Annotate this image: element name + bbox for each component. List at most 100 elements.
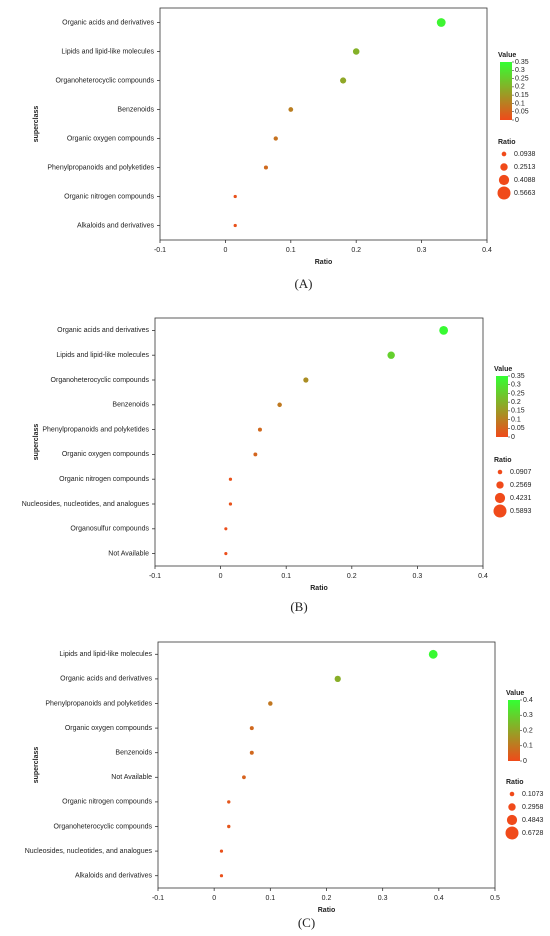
dot xyxy=(242,775,246,780)
size-legend-title: Ratio xyxy=(494,457,512,464)
dot xyxy=(352,48,360,55)
y-tick-label: Organic nitrogen compounds xyxy=(59,476,149,483)
colorbar-tick-label: 0 xyxy=(523,758,527,765)
y-axis-label: superclass xyxy=(33,747,40,784)
dot xyxy=(439,326,449,335)
x-tick-label: 0 xyxy=(212,895,216,902)
y-tick-label: Alkaloids and derivatives xyxy=(75,873,153,880)
x-axis-label: Ratio xyxy=(318,907,336,914)
dot xyxy=(219,874,224,878)
dot xyxy=(224,527,228,531)
colorbar-title: Value xyxy=(506,690,524,697)
y-tick-label: Phenylpropanoids and polyketides xyxy=(45,700,152,707)
size-legend-dot xyxy=(493,504,507,518)
x-tick-label: -0.1 xyxy=(149,573,161,580)
dot xyxy=(436,18,446,27)
colorbar-tick-label: 0.05 xyxy=(511,425,525,432)
size-legend-label: 0.4231 xyxy=(510,495,532,502)
size-legend-label: 0.4088 xyxy=(514,177,536,184)
x-tick-label: 0.4 xyxy=(482,247,492,254)
dot xyxy=(277,402,282,408)
dot xyxy=(249,726,254,731)
size-legend-dot xyxy=(509,791,515,797)
size-legend-dot xyxy=(501,151,507,157)
size-legend-dot xyxy=(497,186,511,200)
x-tick-label: -0.1 xyxy=(154,247,166,254)
x-tick-label: 0.4 xyxy=(478,573,488,580)
size-legend-label: 0.5893 xyxy=(510,508,532,515)
colorbar-tick-label: 0.2 xyxy=(511,399,521,406)
colorbar-tick-label: 0.1 xyxy=(511,416,521,423)
y-tick-label: Lipids and lipid-like molecules xyxy=(56,352,149,359)
y-tick-label: Organic acids and derivatives xyxy=(57,327,149,334)
size-legend-dot xyxy=(505,826,519,840)
y-tick-label: Lipids and lipid-like molecules xyxy=(61,48,154,55)
size-legend-dot xyxy=(498,174,510,186)
y-tick-label: Lipids and lipid-like molecules xyxy=(59,651,152,658)
x-axis-label: Ratio xyxy=(310,585,328,592)
x-tick-label: 0 xyxy=(223,247,227,254)
colorbar-tick-label: 0.05 xyxy=(515,109,529,116)
plot-frame xyxy=(159,7,488,241)
colorbar-tick-label: 0 xyxy=(515,117,519,124)
size-legend-label: 0.0938 xyxy=(514,151,536,158)
y-tick-label: Alkaloids and derivatives xyxy=(77,222,155,229)
x-tick-label: 0.5 xyxy=(490,895,500,902)
plot-frame xyxy=(154,317,484,567)
size-legend-dot xyxy=(500,163,508,171)
colorbar-tick-label: 0.3 xyxy=(523,712,533,719)
y-tick-label: Nucleosides, nucleotides, and analogues xyxy=(22,501,150,508)
size-legend-label: 0.0907 xyxy=(510,469,532,476)
size-legend-dot xyxy=(494,492,506,504)
colorbar-tick-label: 0.3 xyxy=(515,67,525,74)
x-tick-label: 0.2 xyxy=(347,573,357,580)
y-tick-label: Benzenoids xyxy=(112,402,149,409)
dot xyxy=(288,107,294,112)
x-tick-label: 0 xyxy=(219,573,223,580)
colorbar-title: Value xyxy=(494,366,512,373)
y-axis-label: superclass xyxy=(33,424,40,461)
dot xyxy=(224,552,228,556)
colorbar-tick-label: 0.4 xyxy=(523,697,533,704)
y-tick-label: Organic acids and derivatives xyxy=(62,19,154,26)
x-tick-label: 0.3 xyxy=(413,573,423,580)
panel-label: (C) xyxy=(298,915,315,930)
y-tick-label: Not Available xyxy=(108,550,149,557)
size-legend-label: 0.2513 xyxy=(514,164,536,171)
y-tick-label: Organoheterocyclic compounds xyxy=(54,823,153,830)
x-tick-label: 0.3 xyxy=(417,247,427,254)
y-tick-label: Phenylpropanoids and polyketides xyxy=(42,426,149,433)
size-legend-dot xyxy=(497,469,503,475)
dot xyxy=(340,77,347,84)
colorbar-tick-label: 0.2 xyxy=(523,727,533,734)
dot xyxy=(233,194,237,199)
size-legend-title: Ratio xyxy=(498,139,516,146)
y-tick-label: Organic nitrogen compounds xyxy=(62,799,152,806)
dot xyxy=(233,223,237,228)
x-tick-label: 0.1 xyxy=(286,247,296,254)
x-tick-label: 0.1 xyxy=(265,895,275,902)
dot xyxy=(227,800,231,804)
x-tick-label: 0.2 xyxy=(322,895,332,902)
dot xyxy=(428,649,438,659)
size-legend-label: 0.2569 xyxy=(510,482,532,489)
size-legend-dot xyxy=(508,803,516,811)
size-legend-label: 0.2958 xyxy=(522,804,544,811)
dot xyxy=(219,849,224,853)
y-tick-label: Not Available xyxy=(111,774,152,781)
size-legend-title: Ratio xyxy=(506,779,524,786)
y-tick-label: Benzenoids xyxy=(117,106,154,113)
y-tick-label: Phenylpropanoids and polyketides xyxy=(47,164,154,171)
y-tick-label: Benzenoids xyxy=(115,750,152,757)
size-legend-dot xyxy=(506,814,518,826)
dot xyxy=(387,351,395,359)
colorbar-tick-label: 0.25 xyxy=(515,75,529,82)
dot xyxy=(249,750,254,755)
x-tick-label: -0.1 xyxy=(152,895,164,902)
colorbar-tick-label: 0.25 xyxy=(511,390,525,397)
colorbar-tick-label: 0.35 xyxy=(515,59,529,66)
dot xyxy=(257,427,262,432)
y-tick-label: Organic nitrogen compounds xyxy=(64,193,154,200)
colorbar xyxy=(496,376,508,437)
